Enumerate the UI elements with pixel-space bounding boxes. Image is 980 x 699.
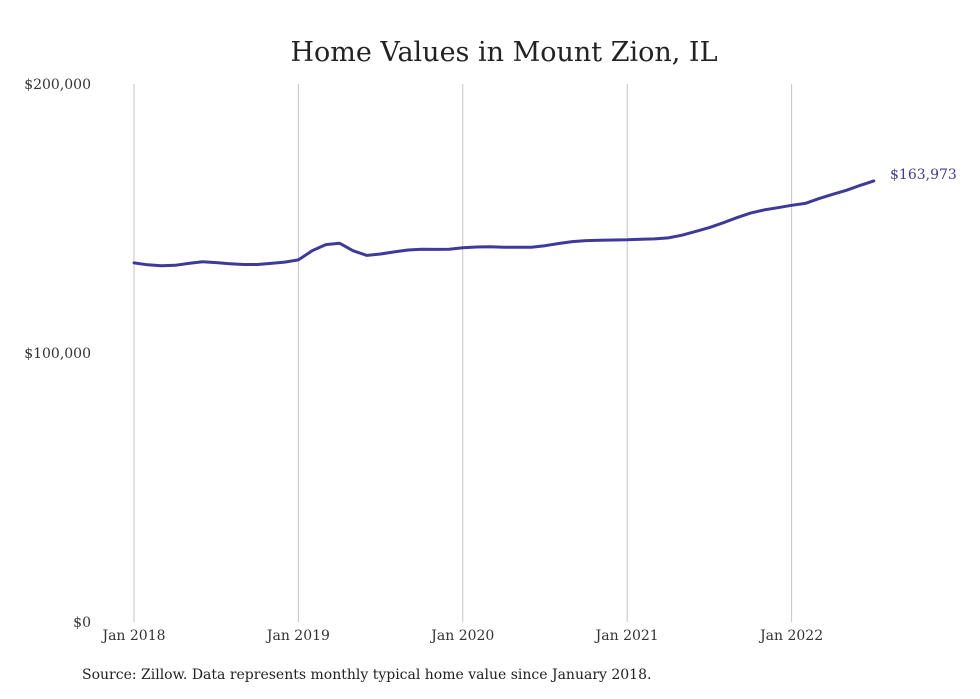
y-tick-label: $100,000 xyxy=(24,346,91,362)
x-tick-label: Jan 2018 xyxy=(100,628,165,644)
series-line xyxy=(132,179,876,268)
gridlines xyxy=(133,84,793,622)
chart-title: Home Values in Mount Zion, IL xyxy=(290,37,717,68)
x-tick-label: Jan 2022 xyxy=(758,628,823,644)
y-axis-ticks: $0 $100,000 $200,000 xyxy=(24,77,91,631)
x-tick-label: Jan 2020 xyxy=(429,628,494,644)
end-value-label: $163,973 xyxy=(890,167,957,183)
x-axis-ticks: Jan 2018 Jan 2019 Jan 2020 Jan 2021 Jan 2022 xyxy=(100,628,823,644)
x-tick-label: Jan 2021 xyxy=(594,628,659,644)
x-tick-label: Jan 2019 xyxy=(265,628,330,644)
y-tick-label: $0 xyxy=(73,615,91,631)
source-note: Source: Zillow. Data represents monthly … xyxy=(82,667,652,683)
chart: Home Values in Mount Zion, IL $0 $100,000… xyxy=(24,37,957,644)
y-tick-label: $200,000 xyxy=(24,77,91,93)
